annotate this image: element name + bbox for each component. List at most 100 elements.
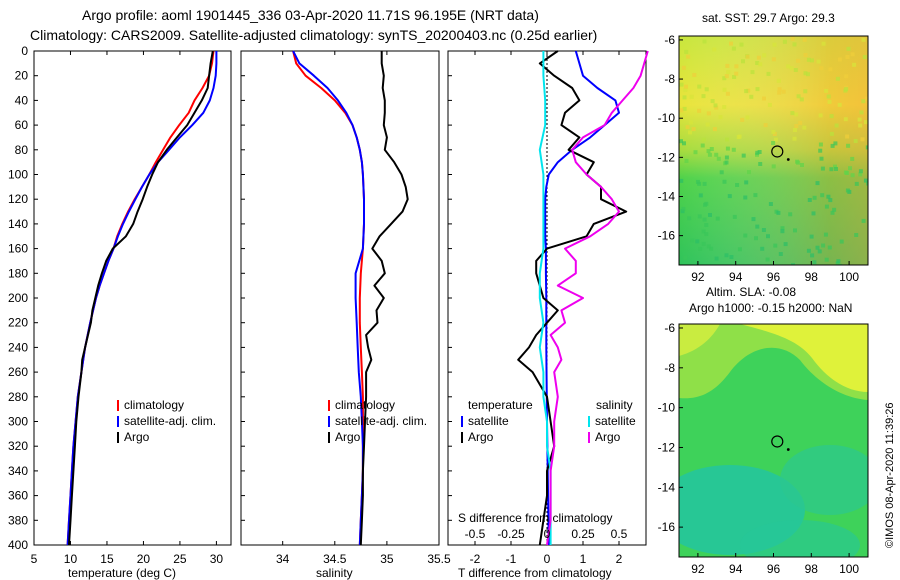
sst-pixel bbox=[858, 123, 863, 128]
map-x-tick-label: 92 bbox=[691, 270, 705, 284]
sst-pixel bbox=[826, 194, 831, 199]
sst-pixel bbox=[710, 99, 715, 104]
salinity-axis: 34 34.5 35 35.5 bbox=[276, 51, 451, 566]
series-line-temperature-argo bbox=[517, 50, 628, 546]
map-y-tick-label: -12 bbox=[658, 440, 676, 454]
sst-pixel bbox=[758, 62, 763, 67]
sst-pixel bbox=[707, 152, 712, 157]
map-y-tick-label: -6 bbox=[664, 321, 675, 335]
sst-pixel bbox=[684, 84, 688, 89]
sst-pixel bbox=[716, 156, 721, 161]
sst-pixel bbox=[833, 164, 837, 169]
sst-pixel bbox=[755, 224, 760, 229]
sst-pixel bbox=[740, 117, 745, 122]
sst-pixel bbox=[691, 127, 696, 132]
sst-pixel bbox=[755, 61, 760, 65]
sst-pixel bbox=[688, 130, 692, 135]
sst-pixel bbox=[697, 108, 702, 113]
sst-pixel bbox=[695, 179, 700, 184]
sst-pixel bbox=[829, 114, 834, 119]
sst-pixel bbox=[709, 246, 714, 251]
sst-pixel bbox=[757, 150, 762, 154]
sst-pixel bbox=[734, 64, 739, 69]
sst-pixel bbox=[796, 160, 801, 165]
sst-pixel bbox=[818, 113, 823, 118]
series-line-argo bbox=[68, 50, 214, 546]
sst-pixel bbox=[750, 70, 755, 75]
sst-pixel bbox=[763, 123, 768, 128]
sst-pixel bbox=[732, 214, 737, 219]
map-x-tick-label: 94 bbox=[729, 270, 743, 284]
sst-pixel bbox=[845, 134, 850, 139]
sst-pixel bbox=[719, 170, 724, 175]
sst-pixel bbox=[714, 256, 719, 261]
salinity-panel-frame bbox=[240, 50, 440, 546]
sst-pixel bbox=[772, 42, 777, 47]
sst-pixel bbox=[829, 131, 834, 136]
sst-pixel bbox=[848, 166, 852, 171]
map-x-tick-label: 98 bbox=[805, 270, 819, 284]
sst-pixel bbox=[687, 216, 692, 221]
legend-label-climatology: climatology bbox=[124, 398, 184, 412]
depth-tick-label: 260 bbox=[8, 365, 28, 379]
sst-pixel bbox=[688, 120, 693, 125]
sst-pixel bbox=[724, 160, 729, 165]
argo-position-circle bbox=[771, 435, 784, 448]
sst-pixel bbox=[833, 141, 838, 146]
sst-pixel bbox=[792, 136, 797, 141]
sla-field-high bbox=[740, 324, 868, 392]
legend-label-argo: Argo bbox=[335, 430, 361, 444]
sst-pixel bbox=[821, 243, 826, 248]
sst-pixel bbox=[729, 41, 733, 46]
sst-pixel bbox=[806, 72, 810, 77]
x-tick-label: 25 bbox=[173, 552, 187, 566]
sst-pixel bbox=[852, 62, 857, 67]
sst-pixel bbox=[724, 74, 729, 79]
difference-series bbox=[517, 50, 649, 546]
sst-pixel bbox=[709, 147, 714, 151]
sst-pixel bbox=[731, 147, 736, 152]
depth-tick-label: 200 bbox=[8, 291, 28, 305]
sst-pixel bbox=[802, 125, 807, 130]
sla-map-title-line1: Altim. SLA: -0.08 bbox=[706, 285, 796, 299]
map-y-tick-label: -14 bbox=[658, 480, 676, 494]
legend-label-argo: Argo bbox=[124, 430, 150, 444]
sst-pixel bbox=[704, 201, 709, 206]
sst-pixel bbox=[793, 128, 797, 132]
map-x-tick-label: 96 bbox=[767, 562, 781, 576]
sst-pixel bbox=[722, 179, 727, 184]
sla-field-low-south bbox=[740, 520, 860, 557]
sst-pixel bbox=[737, 247, 742, 252]
sst-pixel bbox=[722, 76, 727, 81]
sst-pixel bbox=[830, 210, 835, 215]
depth-tick-label: 100 bbox=[8, 168, 28, 182]
sst-pixel bbox=[794, 112, 799, 117]
x-tick-label: 30 bbox=[210, 552, 224, 566]
sst-pixel bbox=[685, 125, 690, 130]
sst-pixel bbox=[819, 156, 824, 161]
sst-pixel bbox=[853, 139, 858, 143]
sst-pixel bbox=[815, 245, 820, 250]
x-tick-label: 5 bbox=[31, 552, 38, 566]
sst-pixel bbox=[718, 115, 723, 120]
temperature-series bbox=[66, 50, 218, 546]
sst-pixel bbox=[811, 211, 816, 216]
depth-tick-label: 280 bbox=[8, 390, 28, 404]
sst-pixel bbox=[788, 212, 793, 217]
sst-pixel bbox=[745, 54, 750, 59]
sst-pixel bbox=[837, 102, 842, 107]
sst-map-title: sat. SST: 29.7 Argo: 29.3 bbox=[702, 11, 835, 25]
map-x-tick-label: 98 bbox=[805, 562, 819, 576]
sst-pixel bbox=[798, 120, 803, 125]
map-y-tick-label: -12 bbox=[658, 150, 676, 164]
x-tick-label: -1 bbox=[506, 552, 517, 566]
s-difference-tick-label: 0.5 bbox=[611, 527, 628, 541]
sst-pixel bbox=[832, 207, 837, 212]
sst-pixel bbox=[809, 58, 814, 63]
sst-pixel bbox=[836, 259, 841, 264]
salinity-legend: climatology satellite-adj. clim. Argo bbox=[328, 398, 427, 444]
sst-pixel bbox=[701, 229, 706, 234]
sst-pixel bbox=[828, 67, 833, 72]
sst-pixel bbox=[679, 82, 684, 87]
sst-pixel bbox=[681, 206, 686, 211]
